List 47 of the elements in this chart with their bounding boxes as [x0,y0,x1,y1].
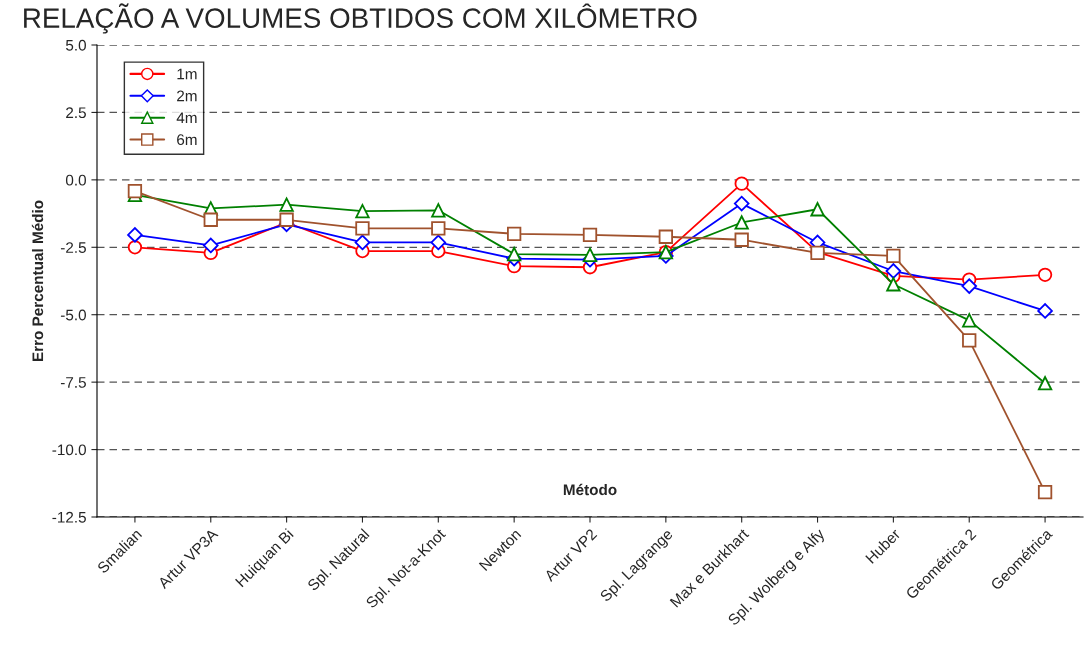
legend-label: 1m [177,68,197,80]
y-tick-label: 5.0 [65,39,86,51]
point [961,278,978,294]
point [430,234,447,251]
point [1037,485,1053,500]
point [734,232,749,247]
y-tick-label: -10.0 [52,444,86,456]
point [734,176,749,191]
point [355,221,370,236]
point [1037,303,1053,319]
point [886,277,901,292]
point [279,197,294,212]
chart-title: RELAÇÃO A VOLUMES OBTIDOS COM XILÔMETRO [24,3,697,34]
point [658,229,674,244]
point [355,203,370,219]
y-tick-label: -12.5 [52,511,86,523]
point [202,237,219,254]
point [431,203,446,218]
y-axis-title: Erro Percentual Médio [31,200,44,362]
point [733,195,750,212]
y-tick-label: 0.0 [65,174,86,186]
y-tick-label: -2.5 [60,242,86,253]
point [1037,376,1053,391]
legend-label: 4m [176,112,197,124]
point [127,227,143,243]
point [506,226,522,241]
point [127,240,143,255]
y-tick-label: -7.5 [60,377,86,388]
point [582,247,598,262]
y-tick-label: 2.5 [66,107,86,119]
point [1037,267,1053,282]
point [734,215,749,230]
x-axis-title: Método [563,483,617,496]
point [810,202,825,217]
point [962,333,977,348]
y-tick-label: -5.0 [60,309,86,321]
point [354,234,371,251]
point [203,212,218,227]
point [582,227,598,243]
point [962,313,977,328]
point [431,221,446,236]
point [885,263,902,279]
point [506,246,522,262]
point [886,248,901,264]
legend-label: 2m [177,90,197,102]
point [127,184,143,199]
legend-label: 6m [177,134,197,146]
